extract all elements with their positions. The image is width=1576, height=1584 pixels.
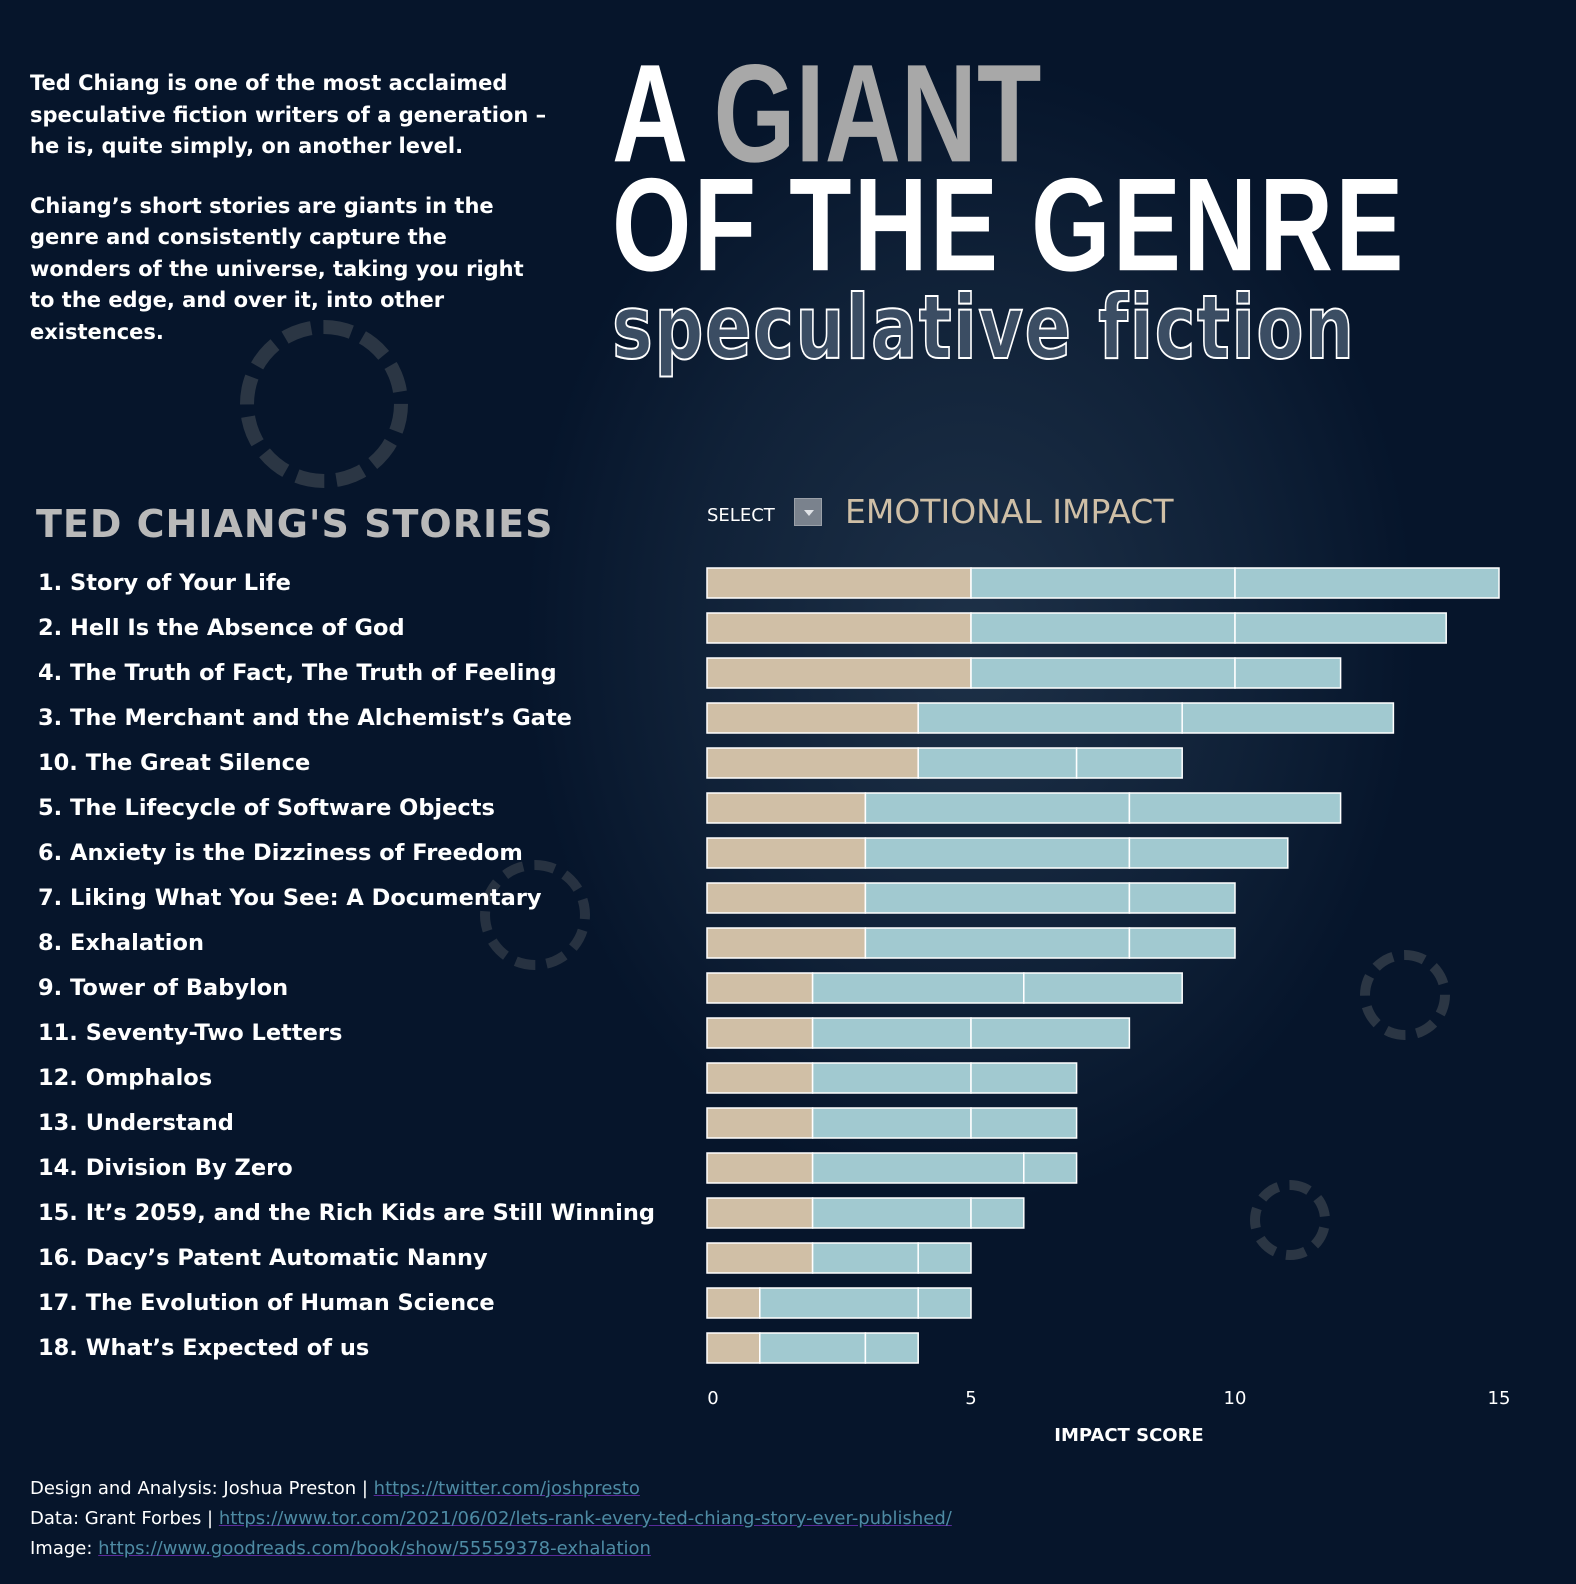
- title-giant: GIANT: [713, 35, 1042, 192]
- bar-segment-2[interactable]: [811, 1062, 972, 1094]
- impact-bar-chart: 0 5 10 15 IMPACT SCORE: [706, 567, 1511, 1446]
- image-link[interactable]: https://www.goodreads.com/book/show/5555…: [98, 1538, 651, 1559]
- bar-segment-1[interactable]: [706, 972, 814, 1004]
- title-line-1: A GIANT: [612, 44, 1041, 183]
- bar-segment-3[interactable]: [1128, 792, 1342, 824]
- x-axis-label: IMPACT SCORE: [1054, 1425, 1203, 1446]
- bar-segment-1[interactable]: [706, 1017, 814, 1049]
- bar-segment-1[interactable]: [706, 702, 919, 734]
- bar-segment-3[interactable]: [1023, 972, 1183, 1004]
- bar-segment-1[interactable]: [706, 927, 867, 959]
- story-label: 8. Exhalation: [38, 930, 204, 956]
- bar-segment-2[interactable]: [970, 567, 1236, 599]
- x-tick-label: 0: [707, 1388, 718, 1409]
- intro-text: Ted Chiang is one of the most acclaimed …: [30, 68, 550, 376]
- story-label: 9. Tower of Babylon: [38, 975, 289, 1001]
- measure-selected-value[interactable]: EMOTIONAL IMPACT: [845, 492, 1174, 531]
- story-label: 18. What’s Expected of us: [38, 1335, 370, 1361]
- bar-segment-3[interactable]: [1128, 837, 1289, 869]
- bar-segment-1[interactable]: [706, 1287, 761, 1319]
- bar-segment-2[interactable]: [759, 1287, 919, 1319]
- bar-segment-3[interactable]: [970, 1017, 1131, 1049]
- bar-segment-3[interactable]: [1075, 747, 1183, 779]
- bar-segment-3[interactable]: [1234, 657, 1342, 689]
- bar-segment-2[interactable]: [917, 747, 1078, 779]
- bar-segment-2[interactable]: [811, 1197, 972, 1229]
- story-label: 13. Understand: [38, 1110, 234, 1136]
- select-label: SELECT: [707, 505, 775, 526]
- measure-dropdown[interactable]: [794, 498, 822, 526]
- x-tick-label: 5: [965, 1388, 976, 1409]
- bar-segment-2[interactable]: [864, 837, 1131, 869]
- story-label: 10. The Great Silence: [38, 750, 311, 776]
- bar-segment-2[interactable]: [864, 882, 1131, 914]
- bar-segment-1[interactable]: [706, 1242, 814, 1274]
- bar-segment-2[interactable]: [970, 657, 1236, 689]
- bar-segment-1[interactable]: [706, 747, 919, 779]
- bar-segment-2[interactable]: [759, 1332, 867, 1364]
- bar-segment-2[interactable]: [811, 1152, 1025, 1184]
- story-label: 15. It’s 2059, and the Rich Kids are Sti…: [38, 1200, 656, 1226]
- credit-design: Design and Analysis: Joshua Preston | ht…: [30, 1478, 640, 1499]
- bar-segment-2[interactable]: [864, 927, 1131, 959]
- bar-segment-3[interactable]: [1128, 882, 1236, 914]
- story-label: 11. Seventy-Two Letters: [38, 1020, 343, 1046]
- bar-segment-1[interactable]: [706, 1152, 814, 1184]
- bar-segment-3[interactable]: [970, 1197, 1025, 1229]
- bar-segment-3[interactable]: [1181, 702, 1395, 734]
- bar-segment-3[interactable]: [917, 1242, 972, 1274]
- bar-segment-2[interactable]: [811, 1242, 919, 1274]
- bar-segment-2[interactable]: [970, 612, 1236, 644]
- data-link[interactable]: https://www.tor.com/2021/06/02/lets-rank…: [218, 1508, 952, 1529]
- bar-segment-1[interactable]: [706, 837, 867, 869]
- bar-segment-1[interactable]: [706, 1107, 814, 1139]
- story-label: 2. Hell Is the Absence of God: [38, 615, 405, 641]
- bar-segment-3[interactable]: [1023, 1152, 1078, 1184]
- story-label: 17. The Evolution of Human Science: [38, 1290, 495, 1316]
- bar-segment-3[interactable]: [1234, 612, 1447, 644]
- bar-segment-3[interactable]: [1234, 567, 1500, 599]
- bar-segment-1[interactable]: [706, 567, 972, 599]
- bar-segment-1[interactable]: [706, 657, 972, 689]
- story-label: 4. The Truth of Fact, The Truth of Feeli…: [38, 660, 557, 686]
- bar-segment-1[interactable]: [706, 1197, 814, 1229]
- bar-segment-3[interactable]: [970, 1062, 1078, 1094]
- footer-credits: Design and Analysis: Joshua Preston | ht…: [30, 1474, 952, 1564]
- bar-segment-3[interactable]: [970, 1107, 1078, 1139]
- title-line-2: OF THE GENRE: [612, 150, 1406, 300]
- story-label: 16. Dacy’s Patent Automatic Nanny: [38, 1245, 488, 1271]
- bar-segment-1[interactable]: [706, 1332, 761, 1364]
- bar-segment-1[interactable]: [706, 882, 867, 914]
- story-label: 5. The Lifecycle of Software Objects: [38, 795, 495, 821]
- credit-image: Image: https://www.goodreads.com/book/sh…: [30, 1538, 651, 1559]
- title-a: A: [612, 35, 685, 192]
- story-label: 3. The Merchant and the Alchemist’s Gate: [38, 705, 572, 731]
- bar-segment-1[interactable]: [706, 612, 972, 644]
- story-label: 12. Omphalos: [38, 1065, 213, 1091]
- bar-segment-1[interactable]: [706, 1062, 814, 1094]
- story-label: 6. Anxiety is the Dizziness of Freedom: [38, 840, 523, 866]
- bar-segment-2[interactable]: [917, 702, 1183, 734]
- story-label: 14. Division By Zero: [38, 1155, 293, 1181]
- bar-segment-1[interactable]: [706, 792, 867, 824]
- intro-paragraph-1: Ted Chiang is one of the most acclaimed …: [30, 71, 547, 158]
- title-subtitle: speculative fiction: [611, 276, 1356, 379]
- bar-segment-3[interactable]: [864, 1332, 919, 1364]
- x-tick-label: 15: [1488, 1388, 1511, 1409]
- story-label: 7. Liking What You See: A Documentary: [38, 885, 542, 911]
- bar-segment-2[interactable]: [811, 1017, 972, 1049]
- story-label: 1. Story of Your Life: [38, 570, 291, 596]
- x-tick-label: 10: [1224, 1388, 1247, 1409]
- bar-segment-3[interactable]: [917, 1287, 972, 1319]
- bar-segment-2[interactable]: [811, 1107, 972, 1139]
- intro-paragraph-2: Chiang’s short stories are giants in the…: [30, 193, 524, 344]
- design-link[interactable]: https://twitter.com/joshpresto: [373, 1478, 640, 1499]
- bar-segment-2[interactable]: [864, 792, 1131, 824]
- credit-data: Data: Grant Forbes | https://www.tor.com…: [30, 1508, 952, 1529]
- bar-segment-2[interactable]: [811, 972, 1025, 1004]
- bar-segment-3[interactable]: [1128, 927, 1236, 959]
- stories-heading: TED CHIANG'S STORIES: [36, 502, 554, 546]
